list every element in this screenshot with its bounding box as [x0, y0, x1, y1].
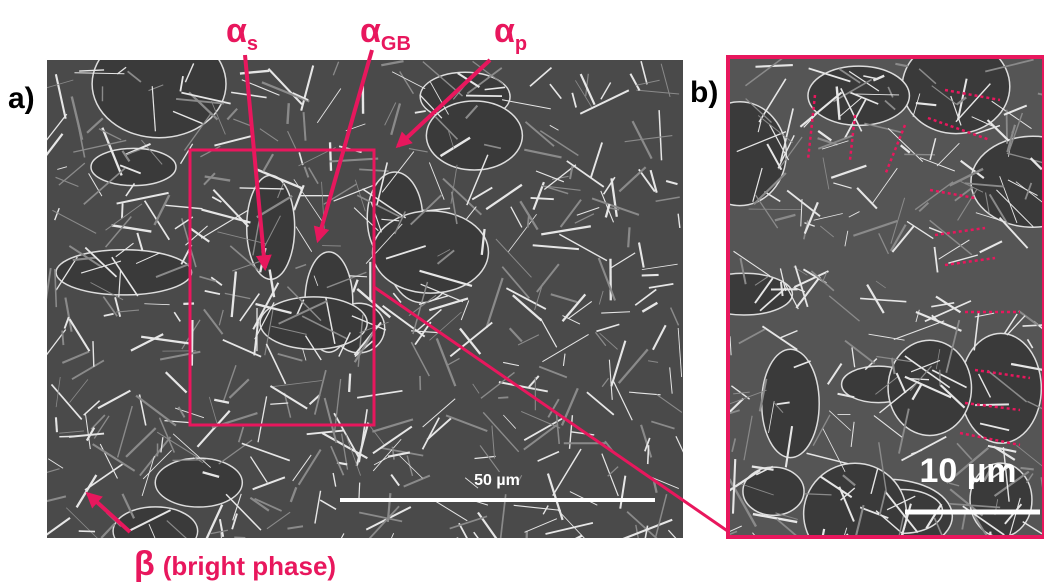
grain	[804, 463, 907, 564]
lath	[56, 417, 57, 432]
grain	[56, 250, 192, 295]
lath	[526, 531, 527, 576]
scale-label: 10 µm	[919, 452, 1016, 490]
lath	[62, 331, 63, 345]
lath	[543, 536, 582, 556]
lath	[642, 275, 659, 276]
lath	[349, 374, 350, 392]
lath	[192, 320, 193, 366]
lath	[240, 188, 284, 189]
lath	[359, 483, 360, 501]
lath	[628, 227, 629, 247]
lath	[374, 533, 393, 576]
lath	[122, 203, 123, 218]
grain	[113, 507, 198, 556]
lath	[975, 404, 1009, 405]
grain	[902, 39, 1010, 133]
grain	[260, 297, 367, 349]
grain	[91, 148, 176, 185]
lath	[466, 96, 502, 97]
lath	[79, 531, 95, 532]
grain	[426, 101, 522, 170]
lath	[749, 209, 802, 210]
lath	[648, 445, 649, 464]
lath	[330, 142, 331, 170]
panel-label: a)	[8, 82, 35, 115]
lath	[1021, 468, 1034, 470]
lath	[172, 460, 205, 461]
lath	[288, 103, 289, 124]
figure: 50 µm 10 µm a) b) αs αGB αp β(bright pha…	[0, 0, 1044, 584]
annotation: αp	[494, 12, 527, 55]
lath	[457, 538, 488, 554]
lath	[93, 341, 94, 367]
annotation: β(bright phase)	[134, 545, 336, 583]
annotation: αs	[226, 12, 258, 55]
scale-label: 50 µm	[474, 472, 520, 489]
grain	[960, 333, 1041, 443]
lath	[498, 397, 508, 398]
grain	[155, 458, 242, 507]
grain	[373, 211, 489, 293]
lath	[531, 198, 554, 199]
panel-label: b)	[690, 76, 718, 109]
annotation: αGB	[360, 12, 411, 55]
